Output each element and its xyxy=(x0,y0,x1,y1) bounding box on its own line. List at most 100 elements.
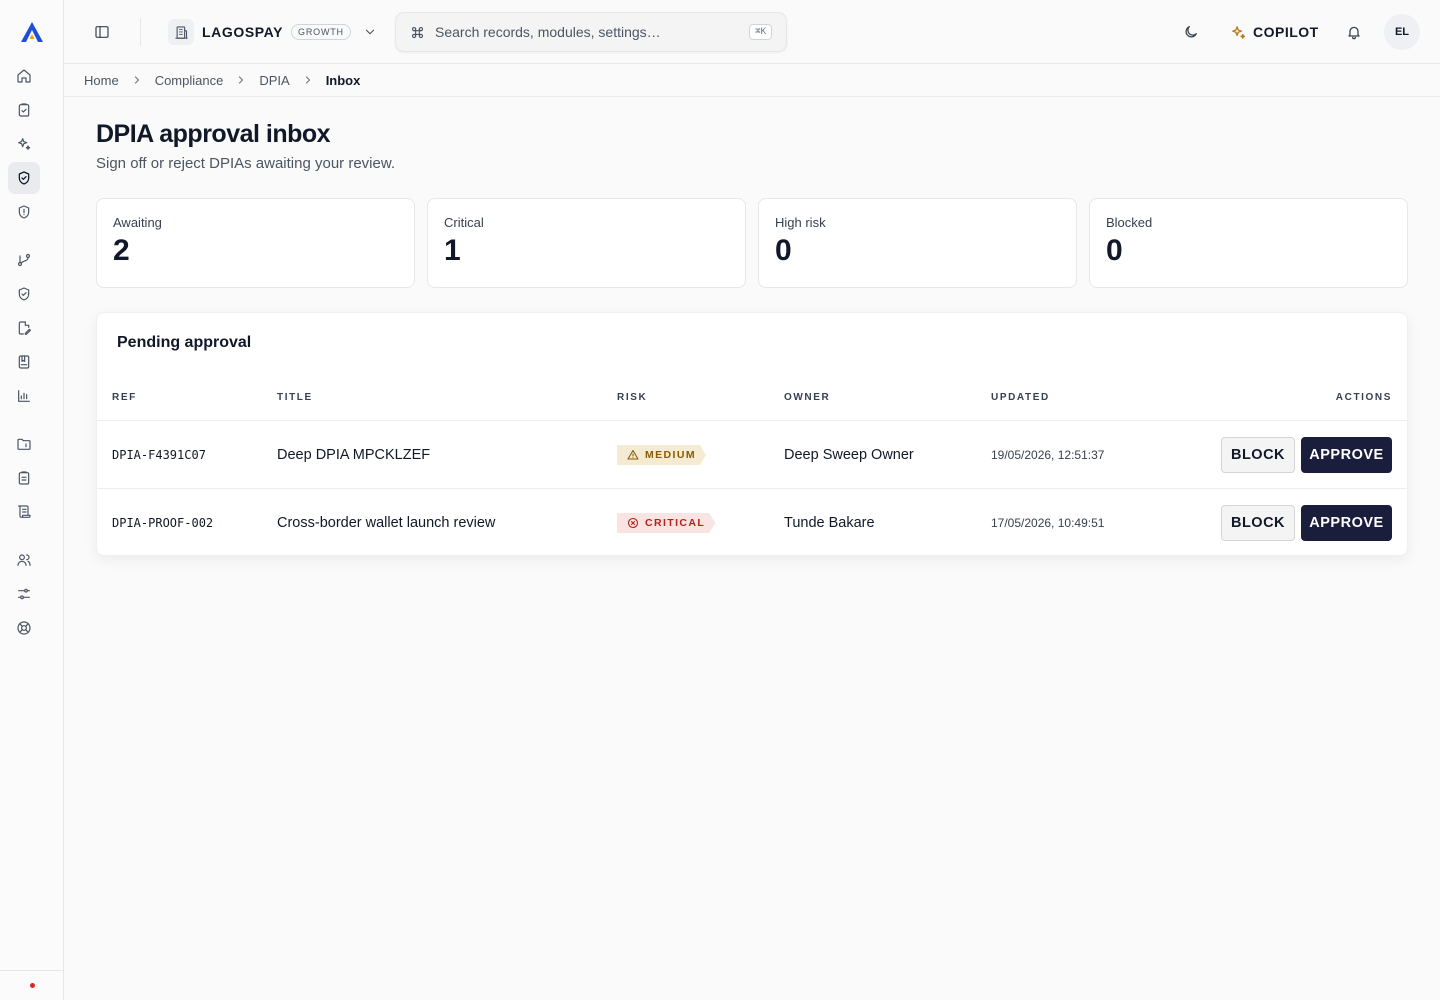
sidebar-item-settings[interactable] xyxy=(8,578,40,610)
title-cell[interactable]: Cross-border wallet launch review xyxy=(277,515,496,531)
sparkles-icon xyxy=(1232,25,1246,39)
breadcrumb-home[interactable]: Home xyxy=(84,72,119,88)
shield-check-icon xyxy=(18,171,30,185)
table-row[interactable]: DPIA-PROOF-002 Cross-border wallet launc… xyxy=(97,488,1407,556)
owner-cell: Tunde Bakare xyxy=(784,515,875,531)
pending-approval-panel: Pending approval REF TITLE RISK OWNER UP… xyxy=(96,312,1408,556)
stat-card-high-risk: High risk 0 xyxy=(758,198,1077,288)
stat-label: High risk xyxy=(775,215,826,230)
sidebar-item-registers[interactable] xyxy=(8,496,40,528)
logo-icon xyxy=(21,22,43,42)
page-subtitle: Sign off or reject DPIAs awaiting your r… xyxy=(96,155,396,172)
topbar-divider xyxy=(140,18,141,46)
page-title: DPIA approval inbox xyxy=(96,120,331,148)
block-button[interactable]: BLOCK xyxy=(1221,505,1295,541)
column-header-ref: REF xyxy=(112,392,137,403)
approve-button[interactable]: APPROVE xyxy=(1301,505,1392,541)
folder-icon xyxy=(17,438,31,450)
sidebar-footer xyxy=(0,970,64,1000)
stat-value: 2 xyxy=(113,234,130,267)
bar-chart-icon xyxy=(18,390,30,402)
risk-badge-critical: CRITICAL xyxy=(617,513,715,533)
ref-cell: DPIA-PROOF-002 xyxy=(112,516,214,530)
avatar[interactable]: EL xyxy=(1384,14,1420,50)
sidebar-item-home[interactable] xyxy=(8,60,40,92)
stat-label: Critical xyxy=(444,215,484,230)
notifications-button[interactable] xyxy=(1342,20,1366,44)
stat-label: Awaiting xyxy=(113,215,162,230)
search-shortcut: ⌘K xyxy=(749,24,772,40)
chevron-down-icon xyxy=(363,25,377,39)
file-edit-icon xyxy=(18,321,31,335)
users-icon xyxy=(17,554,31,566)
column-header-updated: UPDATED xyxy=(991,392,1050,403)
bell-icon xyxy=(1348,26,1360,40)
sidebar-item-controls[interactable] xyxy=(8,278,40,310)
warning-triangle-icon xyxy=(627,449,639,461)
stat-label: Blocked xyxy=(1106,215,1153,230)
sidebar-item-tasks[interactable] xyxy=(8,94,40,126)
git-branch-icon xyxy=(17,253,31,267)
risk-label: MEDIUM xyxy=(645,449,696,461)
risk-cell: CRITICAL xyxy=(617,489,715,557)
sidebar-item-audits[interactable] xyxy=(8,462,40,494)
command-icon xyxy=(410,25,425,40)
sidebar-item-compliance[interactable] xyxy=(8,162,40,194)
stat-card-critical: Critical 1 xyxy=(427,198,746,288)
x-circle-icon xyxy=(627,517,639,529)
stat-value: 0 xyxy=(1106,234,1123,267)
updated-cell: 17/05/2026, 10:49:51 xyxy=(991,516,1105,530)
sidebar xyxy=(0,0,64,1000)
sliders-icon xyxy=(18,588,30,600)
search-placeholder: Search records, modules, settings… xyxy=(435,24,661,40)
sparkles-icon xyxy=(18,138,31,150)
sidebar-item-workflows[interactable] xyxy=(8,244,40,276)
approve-button[interactable]: APPROVE xyxy=(1301,437,1392,473)
sidebar-item-help[interactable] xyxy=(8,612,40,644)
chevron-right-icon xyxy=(235,74,247,86)
sidebar-item-folders[interactable] xyxy=(8,428,40,460)
column-header-owner: OWNER xyxy=(784,392,831,403)
stat-value: 0 xyxy=(775,234,792,267)
breadcrumb-inbox: Inbox xyxy=(325,72,361,88)
home-icon xyxy=(17,69,31,83)
scroll-icon xyxy=(18,505,31,518)
updated-cell: 19/05/2026, 12:51:37 xyxy=(991,448,1105,462)
sidebar-item-policies[interactable] xyxy=(8,346,40,378)
breadcrumb-dpia[interactable]: DPIA xyxy=(259,72,290,88)
column-header-risk: RISK xyxy=(617,392,648,403)
ref-cell: DPIA-F4391C07 xyxy=(112,448,206,462)
breadcrumb-compliance[interactable]: Compliance xyxy=(154,72,224,88)
plan-badge: GROWTH xyxy=(291,24,351,40)
owner-cell: Deep Sweep Owner xyxy=(784,447,914,463)
breadcrumb: Home Compliance DPIA Inbox xyxy=(64,64,1440,97)
sidebar-item-security[interactable] xyxy=(8,196,40,228)
block-button[interactable]: BLOCK xyxy=(1221,437,1295,473)
clipboard-list-icon xyxy=(18,471,30,485)
workspace-switcher[interactable]: LAGOSPAY GROWTH xyxy=(168,18,377,46)
column-header-title: TITLE xyxy=(277,392,313,403)
chevron-right-icon xyxy=(302,74,314,86)
toggle-sidebar-button[interactable] xyxy=(90,20,114,44)
panel-left-icon xyxy=(95,26,109,38)
sidebar-item-ai[interactable] xyxy=(8,128,40,160)
copilot-button[interactable]: COPILOT xyxy=(1230,20,1319,44)
panel-title: Pending approval xyxy=(117,334,252,351)
sidebar-item-reports[interactable] xyxy=(8,380,40,412)
workspace-name: LAGOSPAY xyxy=(202,24,284,40)
title-cell[interactable]: Deep DPIA MPCKLZEF xyxy=(277,447,431,463)
risk-label: CRITICAL xyxy=(645,517,706,529)
theme-toggle-button[interactable] xyxy=(1179,20,1203,44)
app-logo[interactable] xyxy=(0,0,64,64)
notebook-icon xyxy=(18,355,30,369)
stat-card-awaiting: Awaiting 2 xyxy=(96,198,415,288)
table-row[interactable]: DPIA-F4391C07 Deep DPIA MPCKLZEF MEDIUM … xyxy=(97,420,1407,488)
building-icon xyxy=(168,19,194,45)
moon-icon xyxy=(1185,26,1197,38)
search-input[interactable]: Search records, modules, settings… ⌘K xyxy=(395,12,787,52)
sidebar-item-documents[interactable] xyxy=(8,312,40,344)
status-dot xyxy=(29,983,35,988)
shield-icon xyxy=(18,287,30,301)
sidebar-item-people[interactable] xyxy=(8,544,40,576)
column-header-actions: ACTIONS xyxy=(1335,392,1392,403)
